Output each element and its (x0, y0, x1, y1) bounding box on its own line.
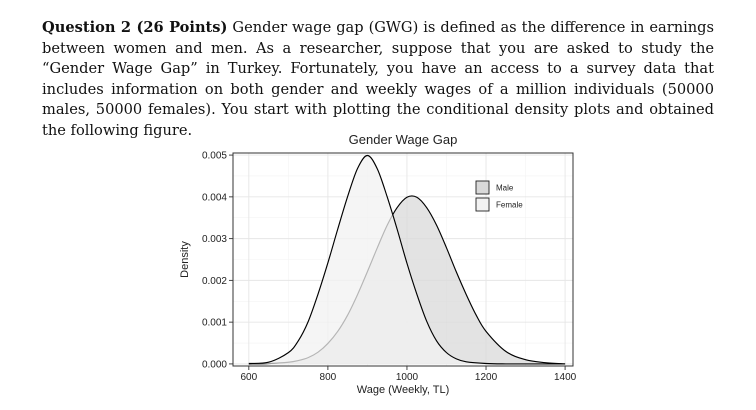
x-tick-label: 600 (240, 372, 257, 383)
x-tick-label: 800 (320, 372, 337, 383)
male-legend-label: Male (496, 184, 514, 193)
male-legend-swatch (475, 180, 490, 195)
y-axis-title: Density (179, 241, 191, 278)
question-body: Gender wage gap (GWG) is defined as the … (42, 19, 714, 139)
y-tick-label: 0.004 (202, 192, 227, 203)
y-tick-label: 0.002 (202, 276, 227, 287)
x-tick-label: 1400 (554, 372, 577, 383)
series-layer (248, 154, 566, 365)
panel-border (232, 152, 574, 367)
y-tick-label: 0.003 (202, 234, 227, 245)
x-tick-label: 1200 (475, 372, 498, 383)
axis-ticks: 600 800 1000 1200 1400 0.000 0.001 0.002 0.003 0.… (202, 151, 577, 383)
question-text: Question 2 (26 Points) Gender wage gap (… (42, 18, 714, 142)
question-heading: Question 2 (26 Points) (42, 19, 228, 36)
x-tick-label: 1000 (396, 372, 419, 383)
female-legend-swatch (475, 197, 490, 212)
y-tick-label: 0.001 (202, 318, 227, 329)
female-density-line (248, 154, 566, 365)
y-tick-label: 0.000 (202, 359, 227, 370)
female-density-area (248, 155, 566, 364)
female-legend-label: Female (496, 201, 523, 210)
chart-title: Gender Wage Gap (349, 132, 458, 147)
x-axis-title: Wage (Weekly, TL) (357, 384, 450, 396)
y-tick-label: 0.005 (202, 151, 227, 162)
legend: Male Female (475, 180, 523, 212)
